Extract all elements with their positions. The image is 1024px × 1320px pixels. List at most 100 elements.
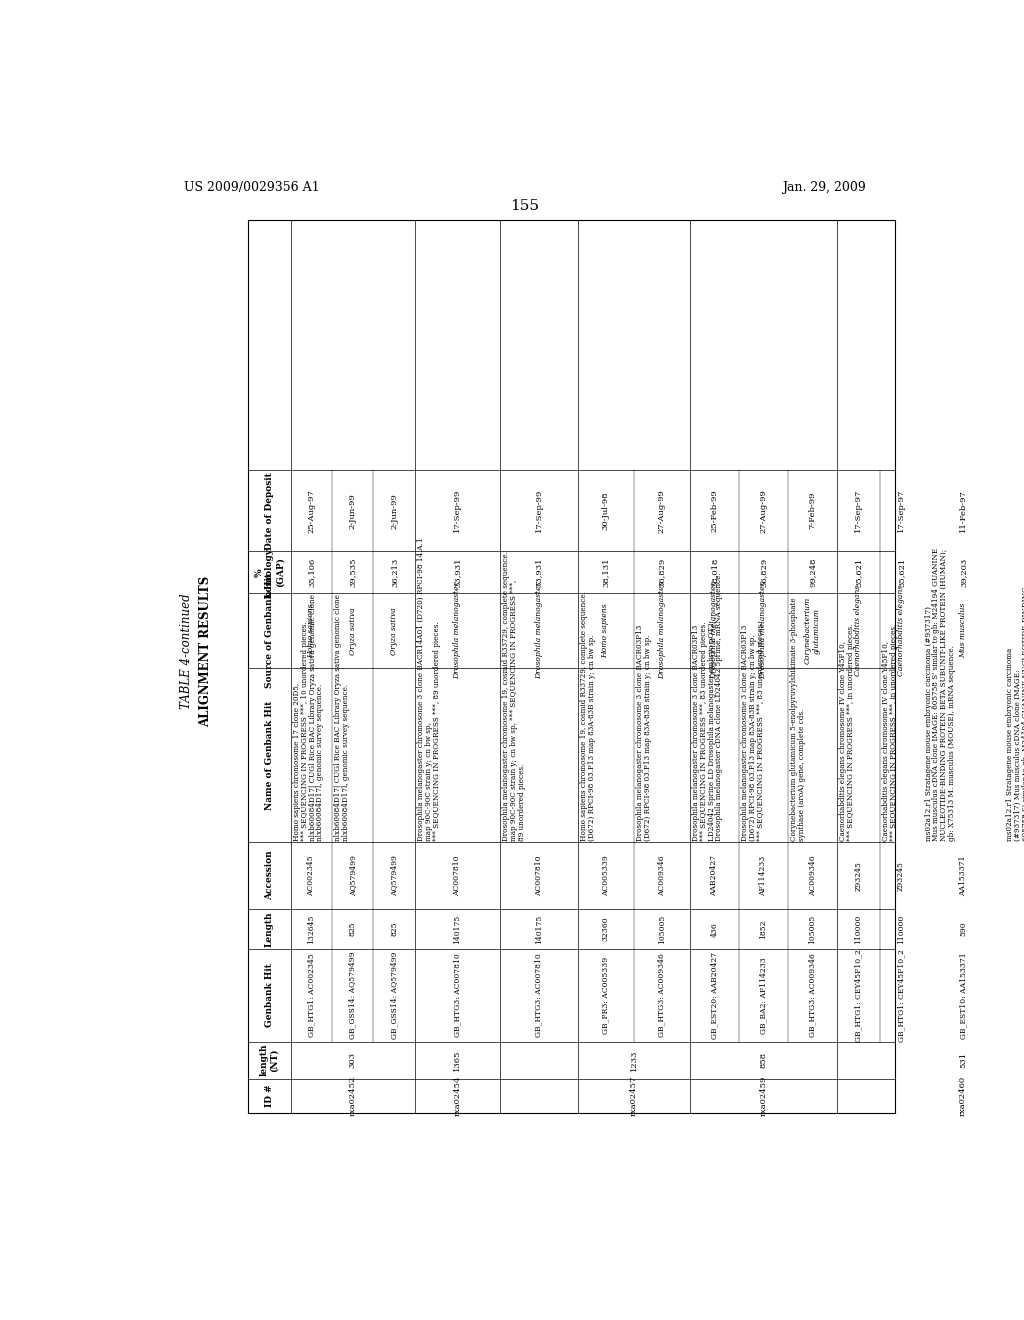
Text: 2-Jun-99: 2-Jun-99	[390, 492, 398, 528]
Text: Drosophila melanogaster: Drosophila melanogaster	[760, 582, 768, 680]
Text: Drosophila melanogaster: Drosophila melanogaster	[454, 582, 462, 680]
Text: 303: 303	[349, 1052, 356, 1068]
Text: 27-Aug-99: 27-Aug-99	[760, 488, 768, 532]
Text: gb: X75313 M. musculus (MOUSE), mRNA sequence.: gb: X75313 M. musculus (MOUSE), mRNA seq…	[948, 644, 956, 841]
Text: Homo sapiens chromosome 17 clone 20D5,: Homo sapiens chromosome 17 clone 20D5,	[293, 682, 301, 841]
Text: GB_HTG3: AC007810: GB_HTG3: AC007810	[535, 953, 543, 1038]
Text: 33,931: 33,931	[454, 557, 462, 587]
Text: 825: 825	[390, 921, 398, 936]
Text: AC007810: AC007810	[535, 855, 543, 896]
Text: GB_HTG3: AC009346: GB_HTG3: AC009346	[657, 953, 666, 1038]
Text: Homo sapiens: Homo sapiens	[307, 603, 315, 659]
Text: synthase (aroA) gene, complete cds.: synthase (aroA) gene, complete cds.	[798, 709, 806, 841]
Text: Drosophila melanogaster chromosome 3 clone BACR03P13: Drosophila melanogaster chromosome 3 clo…	[692, 624, 700, 841]
Text: *** SEQUENCING IN PROGRESS ***, 83 unordered pieces.: *** SEQUENCING IN PROGRESS ***, 83 unord…	[700, 622, 708, 841]
Text: AC005339: AC005339	[601, 855, 609, 896]
Text: ms02a12.r1 Stratagene mouse embryonic carcinoma (#937317): ms02a12.r1 Stratagene mouse embryonic ca…	[925, 606, 933, 841]
Text: Source of Genbank Hit: Source of Genbank Hit	[265, 573, 274, 688]
Text: 531: 531	[959, 1052, 967, 1068]
Text: 1852: 1852	[760, 920, 768, 939]
Text: Drosophila melanogaster: Drosophila melanogaster	[535, 582, 543, 680]
Text: Oryza sativa: Oryza sativa	[349, 607, 356, 655]
Text: Name of Genbank Hit: Name of Genbank Hit	[265, 701, 274, 810]
Text: 17-Sep-97: 17-Sep-97	[897, 488, 905, 532]
Text: Drosophila melanogaster chromosome 3 clone BACR14A01 (D720) RPCI-98 14.A.1: Drosophila melanogaster chromosome 3 clo…	[417, 537, 425, 841]
Text: 605758 S' similar to gb: M24194 GUANINE NUCLEOTIDE-BINDING: 605758 S' similar to gb: M24194 GUANINE …	[1022, 586, 1024, 841]
Text: rxa02459: rxa02459	[760, 1076, 768, 1117]
Text: GB_HTG1: CEY45F10_2: GB_HTG1: CEY45F10_2	[897, 949, 905, 1041]
Text: 27-Aug-99: 27-Aug-99	[657, 488, 666, 532]
Text: GB_GSS14: AQ579499: GB_GSS14: AQ579499	[349, 952, 356, 1039]
Text: 11-Feb-97: 11-Feb-97	[959, 490, 967, 532]
Text: GB_HTG1: AC002345: GB_HTG1: AC002345	[307, 953, 315, 1038]
Text: GB_HTG1: CEY45F10_2: GB_HTG1: CEY45F10_2	[854, 949, 862, 1041]
Text: 36,213: 36,213	[390, 557, 398, 587]
Text: GB_PR3: AC005339: GB_PR3: AC005339	[601, 957, 609, 1034]
Text: ID #: ID #	[265, 1085, 274, 1107]
Text: 39,203: 39,203	[959, 557, 967, 587]
Text: 38,131: 38,131	[601, 557, 609, 587]
Text: Accession: Accession	[265, 851, 274, 900]
Text: 89 unordered pieces.: 89 unordered pieces.	[518, 763, 526, 841]
Text: GB_EST20: AAB20427: GB_EST20: AAB20427	[711, 952, 719, 1039]
Text: 1233: 1233	[630, 1049, 638, 1071]
Text: ALIGNMENT RESULTS: ALIGNMENT RESULTS	[199, 576, 212, 727]
Text: AC002345: AC002345	[307, 855, 315, 896]
Text: 25-Aug-97: 25-Aug-97	[307, 488, 315, 532]
Text: 38,018: 38,018	[711, 557, 719, 587]
Text: 36,829: 36,829	[760, 557, 768, 587]
Text: nlxb60084D17| CUGl Rice BAC Library Oryza sativa genomic clone: nlxb60084D17| CUGl Rice BAC Library Oryz…	[335, 594, 342, 841]
Text: 110000: 110000	[897, 915, 905, 944]
Text: AQ579499: AQ579499	[390, 855, 398, 896]
Text: rxa02454: rxa02454	[454, 1076, 462, 1117]
Text: Z93245: Z93245	[897, 861, 905, 891]
Text: Length: Length	[265, 911, 274, 946]
Text: 436: 436	[711, 921, 719, 937]
Text: 105005: 105005	[809, 915, 816, 944]
Text: 17-Sep-99: 17-Sep-99	[535, 488, 543, 532]
Text: 17-Sep-99: 17-Sep-99	[454, 488, 462, 532]
Text: 858: 858	[760, 1052, 768, 1068]
Text: 155: 155	[510, 199, 540, 213]
Text: rxa02457: rxa02457	[630, 1076, 638, 1117]
Text: 140175: 140175	[535, 915, 543, 944]
Text: 1365: 1365	[454, 1049, 462, 1071]
Text: ms02a12.r1 Stratagene mouse embryonic carcinoma: ms02a12.r1 Stratagene mouse embryonic ca…	[1006, 647, 1014, 841]
Text: 36,829: 36,829	[657, 557, 666, 587]
Text: 35,106: 35,106	[307, 557, 315, 587]
Text: AQ579499: AQ579499	[349, 855, 356, 896]
Text: 33,931: 33,931	[535, 557, 543, 587]
Text: rxa02452: rxa02452	[349, 1076, 356, 1115]
Text: (#937317) Mus musculus cDNA clone IMAGE:: (#937317) Mus musculus cDNA clone IMAGE:	[1014, 669, 1022, 841]
Text: Date of Deposit: Date of Deposit	[265, 471, 274, 549]
Text: *** SEQUENCING IN PROGRESS ***, 10 unordered pieces.: *** SEQUENCING IN PROGRESS ***, 10 unord…	[301, 620, 309, 841]
Text: Jan. 29, 2009: Jan. 29, 2009	[782, 181, 866, 194]
Text: Drosophila melanogaster: Drosophila melanogaster	[657, 582, 666, 680]
Text: (D672) RPCI-98 03.P13 map 83A-83B strain y; cn bw sp.: (D672) RPCI-98 03.P13 map 83A-83B strain…	[749, 634, 757, 841]
Text: nlxb60084D17| CUGl Rice BAC Library Oryza sativa genomic clone: nlxb60084D17| CUGl Rice BAC Library Oryz…	[308, 594, 316, 841]
Text: Homo sapiens chromosome 19, cosmid R33729, complete sequence.: Homo sapiens chromosome 19, cosmid R3372…	[580, 591, 588, 841]
Text: AC009346: AC009346	[809, 855, 816, 896]
Text: Corynebacterium glutamicum 5-enolpyruvylshikimate 3-phosphate: Corynebacterium glutamicum 5-enolpyruvyl…	[791, 597, 799, 841]
Text: 132645: 132645	[307, 915, 315, 944]
Text: 35,621: 35,621	[854, 557, 862, 587]
Text: AC007810: AC007810	[454, 855, 462, 896]
Text: Drosophila melanogaster chromosome 3 clone BACR03P13: Drosophila melanogaster chromosome 3 clo…	[741, 624, 750, 841]
Text: (D672) RPCI-98 03.P13 map 83A-83B strain y; cn bw sp.: (D672) RPCI-98 03.P13 map 83A-83B strain…	[644, 634, 651, 841]
Text: 140175: 140175	[454, 915, 462, 944]
Text: GB_HTG3: AC007810: GB_HTG3: AC007810	[454, 953, 462, 1038]
Text: Caenorhabditis elegans: Caenorhabditis elegans	[854, 585, 862, 676]
Text: Mus musculus cDNA clone IMAGE: 605758 S' similar to gb: M24194 GUANINE: Mus musculus cDNA clone IMAGE: 605758 S'…	[933, 548, 940, 841]
Text: nlxb60084D17l, genomic survey sequence.: nlxb60084D17l, genomic survey sequence.	[316, 684, 325, 841]
Text: Z93245: Z93245	[854, 861, 862, 891]
Text: 17-Sep-97: 17-Sep-97	[854, 488, 862, 532]
Text: Corynebacterium
glutamicum: Corynebacterium glutamicum	[804, 597, 821, 664]
Text: %
homology
(GAP): % homology (GAP)	[255, 548, 285, 597]
Text: Oryza sativa: Oryza sativa	[390, 607, 398, 655]
Text: Drosophila melanogaster: Drosophila melanogaster	[711, 582, 719, 680]
Text: AAB20427: AAB20427	[711, 855, 719, 896]
Text: GB_BA2: AF114233: GB_BA2: AF114233	[760, 957, 768, 1034]
Text: GB_HTG3: AC009346: GB_HTG3: AC009346	[809, 953, 816, 1038]
Text: Genbank Hit: Genbank Hit	[265, 964, 274, 1027]
Text: Caenorhabditis elegans chromosome IV clone Y45F10,: Caenorhabditis elegans chromosome IV clo…	[840, 640, 848, 841]
